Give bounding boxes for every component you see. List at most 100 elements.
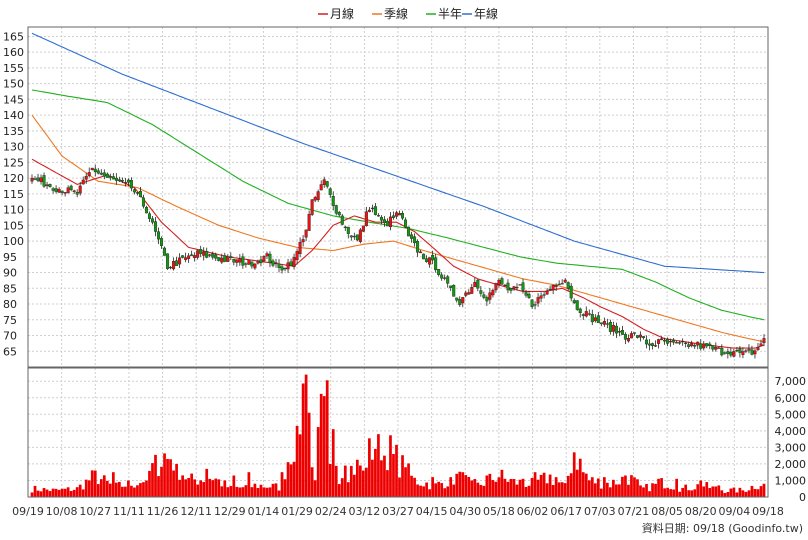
volume-bar (642, 487, 645, 497)
volume-bar (696, 484, 700, 497)
volume-bar (383, 455, 386, 497)
volume-bar (554, 477, 558, 497)
candle-body (138, 191, 142, 198)
volume-bar (93, 470, 97, 497)
volume-bar (190, 473, 194, 497)
volume-bar (105, 480, 109, 497)
x-tick-label: 08/05 (651, 505, 683, 518)
candle-body (654, 345, 658, 347)
candle-body (542, 294, 546, 296)
candle-body (648, 343, 652, 346)
candle-body (292, 257, 296, 268)
volume-bar (154, 454, 157, 497)
volume-bar (96, 484, 100, 497)
candle-body (147, 213, 151, 219)
candle-body (428, 257, 432, 265)
volume-bar (663, 488, 666, 497)
candle-body (307, 213, 311, 231)
candle-body (316, 191, 320, 201)
volume-bar (184, 479, 187, 497)
candle-body (310, 199, 314, 215)
volume-bar (747, 490, 751, 497)
volume-bar (247, 472, 251, 497)
candle-body (563, 279, 567, 283)
volume-bar (584, 473, 588, 497)
volume-bar (178, 479, 181, 497)
candle-body (488, 292, 492, 300)
candle-body (241, 256, 245, 266)
price-tick-label: 125 (3, 156, 24, 169)
volume-bar (39, 491, 43, 497)
candle-body (238, 258, 242, 263)
volume-bar (133, 487, 136, 497)
candle-body (69, 185, 73, 190)
volume-bar (229, 486, 233, 497)
candle-body (358, 229, 362, 242)
volume-grid (28, 368, 768, 497)
candle-body (645, 339, 649, 345)
volume-bar (374, 448, 377, 497)
volume-bar (404, 467, 407, 497)
candle-body (250, 261, 254, 267)
volume-bar (485, 475, 489, 497)
candle-body (524, 292, 528, 296)
candle-body (434, 257, 438, 271)
volume-bar (557, 482, 561, 497)
x-tick-label: 09/04 (719, 505, 751, 518)
volume-bar (560, 482, 564, 497)
candle-body (590, 314, 594, 323)
candle-body (617, 331, 621, 333)
volume-bar (63, 488, 67, 497)
volume-bar (606, 482, 609, 497)
volume-tick-label: 0 (799, 491, 806, 504)
candle-body (497, 279, 501, 285)
volume-bar (395, 444, 398, 497)
volume-bar (337, 484, 341, 497)
candle-body (723, 352, 727, 354)
volume-bar (431, 477, 434, 497)
volume-bar (717, 485, 721, 497)
candle-body (416, 240, 420, 253)
volume-bar (142, 482, 145, 497)
candle-body (566, 282, 570, 289)
volume-bar (596, 478, 600, 497)
volume-bar (612, 479, 615, 497)
candle-body (364, 211, 368, 227)
price-tick-label: 130 (3, 141, 24, 154)
x-tick-label: 06/17 (550, 505, 582, 518)
candle-body (554, 284, 558, 287)
volume-bar (494, 481, 498, 497)
candle-body (196, 250, 200, 258)
x-tick-label: 12/29 (214, 505, 246, 518)
volume-bar (602, 477, 606, 497)
volume-bar (575, 469, 579, 497)
legend-label: 月線 (330, 6, 354, 21)
candle-body (657, 339, 661, 344)
candle-body (413, 236, 417, 244)
price-tick-label: 140 (3, 109, 24, 122)
candle-body (629, 333, 633, 339)
volume-bar (60, 488, 64, 497)
volume-bar (488, 473, 492, 497)
volume-bar (202, 482, 206, 497)
candle-body (160, 238, 164, 246)
price-tick-label: 120 (3, 172, 24, 185)
volume-bar (30, 492, 34, 497)
volume-bar (389, 435, 392, 497)
volume-bar (684, 484, 688, 497)
volume-bar (295, 425, 299, 497)
volume-bar (467, 476, 471, 497)
candle-body (515, 286, 519, 289)
candle-body (666, 339, 670, 344)
volume-bar (102, 475, 106, 497)
candle-body (732, 351, 736, 357)
volume-bar (328, 463, 332, 497)
volume-bar (319, 393, 323, 497)
volume-bar (81, 489, 85, 497)
candle-body (557, 283, 561, 286)
volume-bar (232, 475, 236, 497)
candle-body (102, 172, 106, 177)
price-grid (28, 27, 768, 367)
candle-body (479, 290, 483, 294)
